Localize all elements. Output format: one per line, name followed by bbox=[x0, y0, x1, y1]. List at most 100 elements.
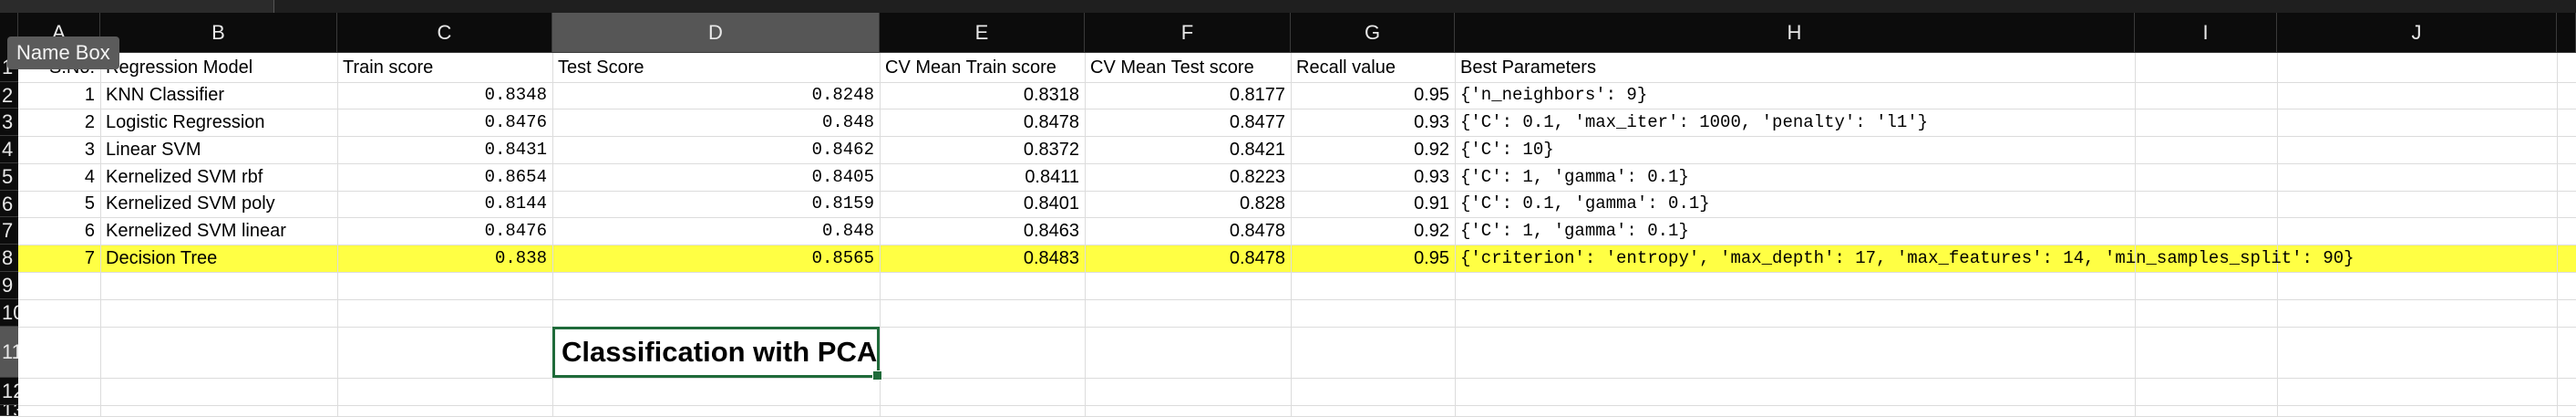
column-header-c[interactable]: C bbox=[337, 13, 552, 53]
column-header-h[interactable]: H bbox=[1455, 13, 2135, 53]
cell-train[interactable]: 0.8144 bbox=[484, 193, 547, 214]
column-header-b[interactable]: B bbox=[100, 13, 337, 53]
cell-recall[interactable]: 0.92 bbox=[1414, 221, 1449, 241]
cell-params[interactable]: {'criterion': 'entropy', 'max_depth': 17… bbox=[1460, 248, 2354, 268]
cell-train[interactable]: 0.8431 bbox=[484, 140, 547, 160]
row-header-7[interactable]: 7 bbox=[0, 217, 18, 245]
row-header-2[interactable]: 2 bbox=[0, 82, 18, 109]
cell-test[interactable]: 0.848 bbox=[821, 221, 874, 241]
cell-train[interactable]: 0.8476 bbox=[484, 112, 547, 132]
cell-cv-test[interactable]: 0.8177 bbox=[1229, 85, 1285, 105]
column-header-j[interactable]: J bbox=[2277, 13, 2557, 53]
cell-sno[interactable]: 5 bbox=[84, 193, 95, 214]
cell-sno[interactable]: 7 bbox=[84, 248, 95, 268]
cell-params[interactable]: {'n_neighbors': 9} bbox=[1460, 85, 1648, 105]
cell-cv-test[interactable]: 0.8223 bbox=[1229, 167, 1285, 187]
column-header-d[interactable]: D bbox=[552, 13, 880, 53]
row-header-5[interactable]: 5 bbox=[0, 163, 18, 191]
cell-train[interactable]: 0.8476 bbox=[484, 221, 547, 241]
cell-train[interactable]: 0.8348 bbox=[484, 85, 547, 105]
cell-model[interactable]: Kernelized SVM rbf bbox=[106, 167, 263, 187]
cell-model[interactable]: Kernelized SVM linear bbox=[106, 221, 286, 241]
cell-test[interactable]: 0.8159 bbox=[811, 193, 874, 214]
cell-train[interactable]: 0.8654 bbox=[484, 167, 547, 187]
row-header-6[interactable]: 6 bbox=[0, 191, 18, 217]
top-tab bbox=[0, 0, 274, 13]
cell-cv-train[interactable]: 0.8478 bbox=[1023, 112, 1079, 132]
grid-hline bbox=[18, 272, 2576, 273]
grid-vline bbox=[1085, 53, 1086, 416]
cell-model[interactable]: KNN Classifier bbox=[106, 85, 225, 105]
column-header-g[interactable]: G bbox=[1291, 13, 1455, 53]
cell-params[interactable]: {'C': 1, 'gamma': 0.1} bbox=[1460, 167, 1689, 187]
cell-params[interactable]: {'C': 1, 'gamma': 0.1} bbox=[1460, 221, 1689, 241]
grid-hline bbox=[18, 163, 2576, 164]
cell-recall[interactable]: 0.95 bbox=[1414, 85, 1449, 105]
row-header-10[interactable]: 10 bbox=[0, 299, 18, 327]
row-header-9[interactable]: 9 bbox=[0, 272, 18, 299]
row-header-12[interactable]: 12 bbox=[0, 378, 18, 405]
header-cell-test[interactable]: Test Score bbox=[558, 57, 644, 78]
cell-recall[interactable]: 0.93 bbox=[1414, 167, 1449, 187]
grid-vline bbox=[1455, 53, 1456, 416]
cell-cv-test[interactable]: 0.8421 bbox=[1229, 140, 1285, 160]
header-cell-train[interactable]: Train score bbox=[343, 57, 434, 78]
cell-cv-train[interactable]: 0.8318 bbox=[1023, 85, 1079, 105]
cell-params[interactable]: {'C': 10} bbox=[1460, 140, 1554, 160]
cell-model[interactable]: Kernelized SVM poly bbox=[106, 193, 275, 214]
header-cell-model[interactable]: Regression Model bbox=[106, 57, 253, 78]
cell-model[interactable]: Logistic Regression bbox=[106, 112, 265, 132]
column-header-i[interactable]: I bbox=[2135, 13, 2277, 53]
cell-cv-test[interactable]: 0.828 bbox=[1239, 193, 1285, 214]
grid-hline bbox=[18, 82, 2576, 83]
fill-handle[interactable] bbox=[872, 370, 882, 381]
cell-cv-train[interactable]: 0.8372 bbox=[1023, 140, 1079, 160]
header-cell-params[interactable]: Best Parameters bbox=[1460, 57, 1596, 78]
cell-title-classification-with-pca[interactable]: Classification with PCA bbox=[562, 336, 878, 368]
cell-sno[interactable]: 3 bbox=[84, 140, 95, 160]
grid-vline bbox=[880, 53, 881, 416]
cell-recall[interactable]: 0.91 bbox=[1414, 193, 1449, 214]
cell-sno[interactable]: 4 bbox=[84, 167, 95, 187]
header-cell-cv-train[interactable]: CV Mean Train score bbox=[885, 57, 1056, 78]
cell-cv-test[interactable]: 0.8478 bbox=[1229, 248, 1285, 268]
cell-test[interactable]: 0.8462 bbox=[811, 140, 874, 160]
cell-train[interactable]: 0.838 bbox=[494, 248, 547, 268]
row-header-3[interactable]: 3 bbox=[0, 109, 18, 136]
cell-test[interactable]: 0.8248 bbox=[811, 85, 874, 105]
cell-recall[interactable]: 0.95 bbox=[1414, 248, 1449, 268]
cell-model[interactable]: Linear SVM bbox=[106, 140, 201, 160]
cell-cv-test[interactable]: 0.8478 bbox=[1229, 221, 1285, 241]
column-header-e[interactable]: E bbox=[880, 13, 1085, 53]
cell-model[interactable]: Decision Tree bbox=[106, 248, 218, 268]
grid-hline bbox=[18, 378, 2576, 379]
cell-cv-train[interactable]: 0.8463 bbox=[1023, 221, 1079, 241]
cell-test[interactable]: 0.8565 bbox=[811, 248, 874, 268]
row-header-4[interactable]: 4 bbox=[0, 136, 18, 163]
cell-cv-train[interactable]: 0.8411 bbox=[1025, 167, 1079, 187]
row-header-8[interactable]: 8 bbox=[0, 245, 18, 272]
row-header-13[interactable]: 13 bbox=[0, 405, 18, 416]
column-header-f[interactable]: F bbox=[1085, 13, 1291, 53]
cell-cv-train[interactable]: 0.8401 bbox=[1023, 193, 1079, 214]
window-top-strip bbox=[0, 0, 2576, 13]
highlighted-row bbox=[18, 245, 2576, 272]
cell-recall[interactable]: 0.92 bbox=[1414, 140, 1449, 160]
cell-test[interactable]: 0.848 bbox=[821, 112, 874, 132]
cell-params[interactable]: {'C': 0.1, 'gamma': 0.1} bbox=[1460, 193, 1710, 214]
grid-vline bbox=[1291, 53, 1292, 416]
cell-cv-train[interactable]: 0.8483 bbox=[1023, 248, 1079, 268]
cell-sno[interactable]: 6 bbox=[84, 221, 95, 241]
grid-hline bbox=[18, 136, 2576, 137]
row-header-11[interactable]: 11 bbox=[0, 327, 18, 378]
cell-params[interactable]: {'C': 0.1, 'max_iter': 1000, 'penalty': … bbox=[1460, 112, 1929, 132]
cell-cv-test[interactable]: 0.8477 bbox=[1229, 112, 1285, 132]
header-cell-recall[interactable]: Recall value bbox=[1296, 57, 1396, 78]
cell-sno[interactable]: 2 bbox=[84, 112, 95, 132]
header-cell-cv-test[interactable]: CV Mean Test score bbox=[1090, 57, 1254, 78]
column-header-overflow bbox=[2557, 13, 2576, 53]
cell-recall[interactable]: 0.93 bbox=[1414, 112, 1449, 132]
cell-test[interactable]: 0.8405 bbox=[811, 167, 874, 187]
active-cell-d11[interactable] bbox=[552, 327, 882, 381]
cell-sno[interactable]: 1 bbox=[84, 85, 95, 105]
